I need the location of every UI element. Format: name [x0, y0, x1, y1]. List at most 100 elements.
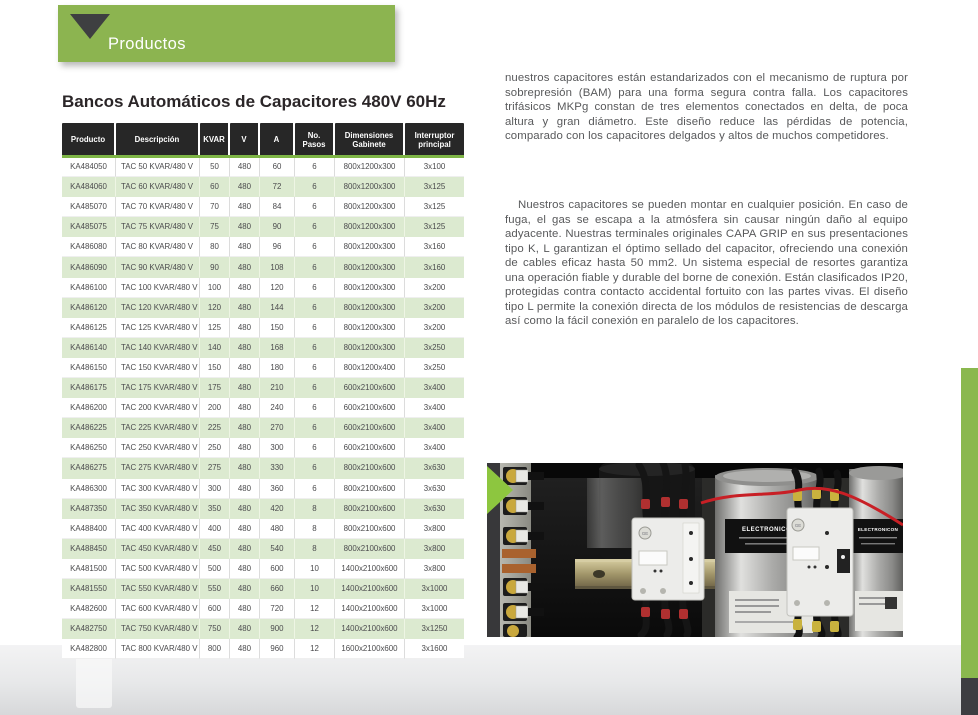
table-cell: 600x2100x600	[335, 378, 405, 399]
table-cell: 3x200	[405, 277, 464, 298]
table-cell: 600	[260, 558, 295, 579]
table-cell: 180	[260, 357, 295, 379]
table-cell: 60	[200, 177, 230, 198]
right-corner-block	[961, 678, 978, 715]
table-cell: 600x2100x600	[335, 438, 405, 459]
table-cell: 150	[200, 357, 230, 379]
table-cell: KA486250	[62, 438, 116, 459]
table-cell: 3x200	[405, 317, 464, 338]
table-cell: KA486300	[62, 478, 116, 499]
table-cell: 6	[295, 378, 335, 399]
table-cell: 3x400	[405, 398, 464, 419]
table-cell: 72	[260, 177, 295, 198]
table-cell: 3x125	[405, 177, 464, 198]
table-row: KA486150 TAC 150 KVAR/480 V 150 480 180 6 800x…	[62, 357, 464, 379]
table-cell: 480	[230, 518, 260, 539]
capacitor-bank-table: Producto Descripción KVAR V A No. Pasos Dimens…	[62, 123, 464, 660]
table-cell: 6	[295, 197, 335, 218]
table-cell: TAC 500 KVAR/480 V	[116, 558, 200, 579]
table-cell: 800x2100x600	[335, 498, 405, 519]
table-row: KA486200 TAC 200 KVAR/480 V 200 480 240 6 600x…	[62, 398, 464, 419]
table-cell: TAC 75 KVAR/480 V	[116, 217, 200, 238]
table-cell: 3x630	[405, 498, 464, 519]
table-cell: KA488450	[62, 538, 116, 559]
table-cell: 6	[295, 297, 335, 318]
product-table: Producto Descripción KVAR V A No. Pasos Dimens…	[62, 123, 464, 660]
table-cell: 480	[230, 619, 260, 640]
column-header: Producto	[62, 123, 116, 157]
table-row: KA486090 TAC 90 KVAR/480 V 90 480 108 6 800x12…	[62, 257, 464, 278]
table-cell: KA486140	[62, 337, 116, 358]
table-cell: 480	[230, 217, 260, 238]
table-cell: 275	[200, 458, 230, 479]
table-cell: 6	[295, 478, 335, 499]
table-cell: TAC 225 KVAR/480 V	[116, 418, 200, 439]
table-cell: 3x125	[405, 217, 464, 238]
capacitor-bank-photo: ELECTRONICON ELECTRONICON	[487, 463, 903, 637]
table-cell: 480	[230, 297, 260, 318]
table-cell: 3x250	[405, 357, 464, 379]
table-cell: 3x1600	[405, 639, 464, 660]
table-cell: 3x1000	[405, 599, 464, 620]
table-cell: 6	[295, 217, 335, 238]
table-cell: 800x1200x300	[335, 197, 405, 218]
table-cell: 80	[200, 237, 230, 258]
table-cell: 3x1250	[405, 619, 464, 640]
table-cell: 800x1200x300	[335, 237, 405, 258]
table-cell: 240	[260, 398, 295, 419]
table-row: KA484060 TAC 60 KVAR/480 V 60 480 72 6 800x120…	[62, 177, 464, 198]
table-cell: 3x160	[405, 257, 464, 278]
table-cell: KA481550	[62, 578, 116, 600]
table-cell: KA485070	[62, 197, 116, 218]
table-cell: 3x630	[405, 478, 464, 499]
table-cell: KA486175	[62, 378, 116, 399]
photo-green-arrow-icon	[487, 466, 513, 514]
table-cell: 200	[200, 398, 230, 419]
table-row: KA486100 TAC 100 KVAR/480 V 100 480 120 6 800x…	[62, 277, 464, 298]
table-cell: 6	[295, 418, 335, 439]
copper-busbar	[502, 564, 536, 573]
table-cell: 480	[230, 438, 260, 459]
table-cell: 480	[230, 197, 260, 218]
table-row: KA484050 TAC 50 KVAR/480 V 50 480 60 6 800x120…	[62, 157, 464, 178]
table-cell: 480	[230, 498, 260, 519]
table-cell: 100	[200, 277, 230, 298]
table-cell: 3x800	[405, 538, 464, 559]
table-cell: TAC 60 KVAR/480 V	[116, 177, 200, 198]
table-cell: 6	[295, 277, 335, 298]
table-cell: 150	[260, 317, 295, 338]
capacitor-label: ELECTRONICON	[742, 527, 796, 533]
table-cell: 270	[260, 418, 295, 439]
table-cell: 84	[260, 197, 295, 218]
table-cell: 6	[295, 458, 335, 479]
table-cell: TAC 550 KVAR/480 V	[116, 578, 200, 600]
table-cell: TAC 140 KVAR/480 V	[116, 337, 200, 358]
table-cell: TAC 70 KVAR/480 V	[116, 197, 200, 218]
contactor-left: GE	[631, 517, 705, 601]
table-cell: 6	[295, 157, 335, 178]
column-header: Descripción	[116, 123, 200, 157]
table-cell: 225	[200, 418, 230, 439]
table-cell: KA484050	[62, 157, 116, 178]
capacitor-label: ELECTRONICON	[858, 527, 899, 532]
table-row: KA482800 TAC 800 KVAR/480 V 800 480 960 12 160…	[62, 639, 464, 660]
table-cell: 600	[200, 599, 230, 620]
table-cell: 800x2100x600	[335, 538, 405, 559]
table-row: KA486175 TAC 175 KVAR/480 V 175 480 210 6 600x…	[62, 378, 464, 399]
table-cell: 8	[295, 518, 335, 539]
table-cell: 480	[230, 639, 260, 660]
table-row: KA488450 TAC 450 KVAR/480 V 450 480 540 8 800x…	[62, 538, 464, 559]
table-cell: 120	[200, 297, 230, 318]
table-cell: 660	[260, 578, 295, 600]
right-accent-bar	[961, 368, 978, 678]
table-cell: 3x400	[405, 378, 464, 399]
column-header: V	[230, 123, 260, 157]
table-cell: 3x400	[405, 438, 464, 459]
triangle-down-icon	[70, 14, 110, 39]
table-cell: 3x250	[405, 337, 464, 358]
table-cell: 108	[260, 257, 295, 278]
table-cell: 480	[230, 418, 260, 439]
table-cell: 480	[230, 578, 260, 600]
table-cell: 800x1200x300	[335, 257, 405, 278]
table-cell: 800x1200x400	[335, 357, 405, 379]
